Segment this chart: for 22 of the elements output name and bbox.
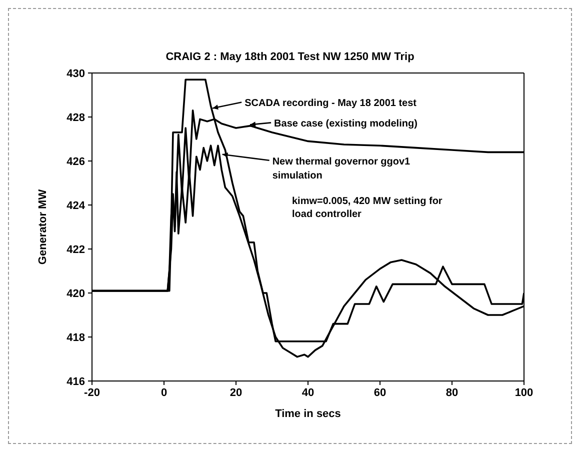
chart-title: CRAIG 2 : May 18th 2001 Test NW 1250 MW Trip <box>164 51 416 63</box>
annotation: SCADA recording - May 18 2001 test <box>244 98 418 110</box>
x-tick-label: 80 <box>446 386 458 399</box>
x-tick-label: 60 <box>374 386 386 399</box>
y-tick-label: 420 <box>66 288 85 300</box>
y-tick-label: 416 <box>66 376 85 388</box>
y-tick-label: 424 <box>66 200 86 212</box>
annotation: New thermal governor ggov1 simulation <box>272 156 411 182</box>
x-axis-title: Time in secs <box>275 408 341 420</box>
x-tick-label: -20 <box>84 386 100 399</box>
x-tick-label: 20 <box>230 386 242 399</box>
annotation: kimw=0.005, 420 MW setting for load controller <box>292 195 444 221</box>
y-axis-title: Generator MW <box>36 188 49 265</box>
x-tick-label: 0 <box>160 386 168 399</box>
y-tick-label: 426 <box>66 156 85 168</box>
x-tick-label: 40 <box>302 386 314 399</box>
y-tick-label: 422 <box>66 244 85 256</box>
y-tick-label: 418 <box>66 332 85 344</box>
y-tick-label: 428 <box>66 112 85 124</box>
annotation: Base case (existing modeling) <box>274 118 418 130</box>
y-tick-label: 430 <box>66 68 85 80</box>
x-tick-label: 100 <box>514 386 534 399</box>
